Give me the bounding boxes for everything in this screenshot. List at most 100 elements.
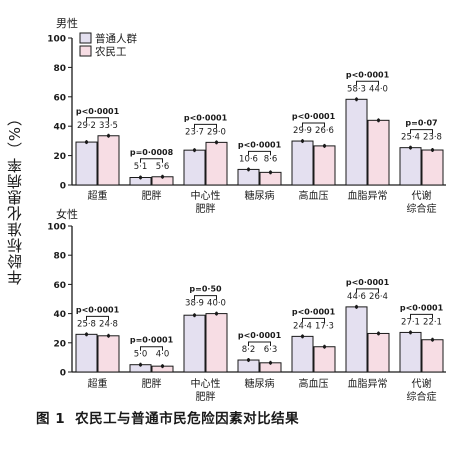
significance-bracket bbox=[248, 341, 271, 347]
error-dot bbox=[300, 139, 305, 143]
error-dot bbox=[408, 146, 413, 150]
error-dot bbox=[376, 331, 381, 336]
data-label: 8·2 bbox=[242, 345, 256, 355]
bar bbox=[291, 335, 314, 373]
significance-bracket bbox=[356, 288, 379, 293]
y-tick-label: 20 bbox=[53, 152, 66, 162]
error-dot bbox=[300, 334, 305, 338]
significance-bracket bbox=[356, 80, 379, 86]
error-dot bbox=[376, 118, 381, 122]
bar bbox=[205, 313, 228, 373]
category-label: 超重 bbox=[88, 189, 108, 202]
category-label: 代谢 bbox=[412, 377, 432, 390]
bar bbox=[183, 149, 206, 186]
category-label: 中心性 bbox=[191, 189, 221, 202]
error-dot bbox=[106, 134, 111, 138]
category-label: 代谢 bbox=[412, 189, 432, 202]
error-dot bbox=[214, 140, 219, 144]
error-dot bbox=[430, 148, 435, 152]
data-label: 10·6 bbox=[239, 154, 258, 164]
caption-text: 农民工与普通市民危险因素对比结果 bbox=[75, 411, 300, 427]
bar bbox=[345, 98, 368, 186]
significance-bracket bbox=[86, 315, 109, 321]
data-label: 26·4 bbox=[369, 292, 388, 302]
category-label: 高血压 bbox=[299, 377, 329, 390]
category-label: 综合症 bbox=[407, 390, 437, 403]
p-value-label: p<0·0001 bbox=[400, 303, 444, 312]
significance-bracket bbox=[302, 317, 325, 323]
legend-label: 农民工 bbox=[95, 45, 127, 58]
significance-bracket bbox=[140, 158, 163, 163]
data-label: 44·6 bbox=[347, 292, 366, 302]
significance-bracket bbox=[194, 295, 217, 300]
error-dot bbox=[408, 330, 413, 335]
bar bbox=[367, 119, 390, 186]
data-label: 25·8 bbox=[77, 319, 96, 329]
category-label: 超重 bbox=[88, 377, 108, 390]
category-label: 肥胖 bbox=[196, 203, 216, 215]
bar bbox=[75, 333, 98, 373]
bar bbox=[345, 306, 368, 373]
bar bbox=[399, 331, 422, 373]
p-value-label: p=0·50 bbox=[189, 285, 222, 294]
bar bbox=[399, 147, 422, 186]
y-tick-label: 60 bbox=[53, 281, 66, 291]
data-label: 29·2 bbox=[77, 121, 96, 131]
data-label: 40·0 bbox=[207, 299, 226, 309]
y-tick-label: 0 bbox=[60, 182, 66, 192]
legend-swatch bbox=[79, 45, 92, 57]
error-dot bbox=[192, 148, 197, 152]
y-tick-label: 80 bbox=[53, 64, 66, 74]
error-dot bbox=[322, 345, 327, 349]
bar bbox=[183, 314, 206, 373]
error-dot bbox=[160, 175, 165, 179]
data-label: 5·0 bbox=[134, 350, 148, 360]
panel-title: 女性 bbox=[56, 207, 78, 221]
error-dot bbox=[268, 361, 273, 365]
data-label: 26·6 bbox=[315, 126, 334, 136]
category-label: 高血压 bbox=[299, 189, 329, 202]
bar bbox=[313, 145, 336, 186]
error-dot bbox=[268, 170, 273, 174]
data-label: 27·1 bbox=[401, 317, 420, 327]
category-label: 肥胖 bbox=[142, 190, 162, 202]
legend-label: 普通人群 bbox=[95, 32, 137, 45]
category-label: 血脂异常 bbox=[348, 189, 388, 202]
error-dot bbox=[84, 332, 89, 336]
y-tick-label: 60 bbox=[53, 93, 66, 103]
bar bbox=[313, 346, 336, 373]
legend-swatch bbox=[79, 32, 92, 44]
significance-bracket bbox=[410, 129, 433, 134]
category-label: 中心性 bbox=[191, 377, 221, 390]
error-dot bbox=[160, 364, 165, 368]
error-dot bbox=[106, 334, 111, 338]
error-dot bbox=[138, 363, 143, 367]
data-label: 24·8 bbox=[99, 319, 118, 329]
data-label: 33·5 bbox=[99, 121, 118, 131]
category-label: 糖尿病 bbox=[245, 377, 275, 390]
category-label: 肥胖 bbox=[142, 378, 162, 390]
data-label: 44·0 bbox=[369, 84, 388, 94]
y-tick-label: 20 bbox=[53, 339, 66, 349]
y-tick-label: 0 bbox=[60, 369, 66, 379]
bar bbox=[97, 335, 120, 373]
error-dot bbox=[430, 338, 435, 342]
p-value-label: p<0·0001 bbox=[238, 331, 282, 340]
data-label: 29·9 bbox=[293, 126, 312, 136]
p-value-label: p<0·0001 bbox=[346, 278, 390, 287]
category-label: 血脂异常 bbox=[348, 377, 388, 390]
p-value-label: p<0·0001 bbox=[346, 70, 390, 79]
p-value-label: p<0·0001 bbox=[76, 305, 120, 314]
bar bbox=[75, 141, 98, 186]
error-dot bbox=[246, 358, 251, 362]
y-tick-label: 100 bbox=[47, 223, 66, 233]
bar bbox=[421, 339, 444, 373]
bar bbox=[367, 332, 390, 373]
bar bbox=[205, 141, 228, 186]
category-label: 肥胖 bbox=[196, 391, 216, 403]
significance-bracket bbox=[410, 313, 433, 319]
data-label: 38·9 bbox=[185, 299, 204, 309]
p-value-label: p=0·07 bbox=[405, 119, 437, 128]
error-dot bbox=[354, 305, 359, 309]
